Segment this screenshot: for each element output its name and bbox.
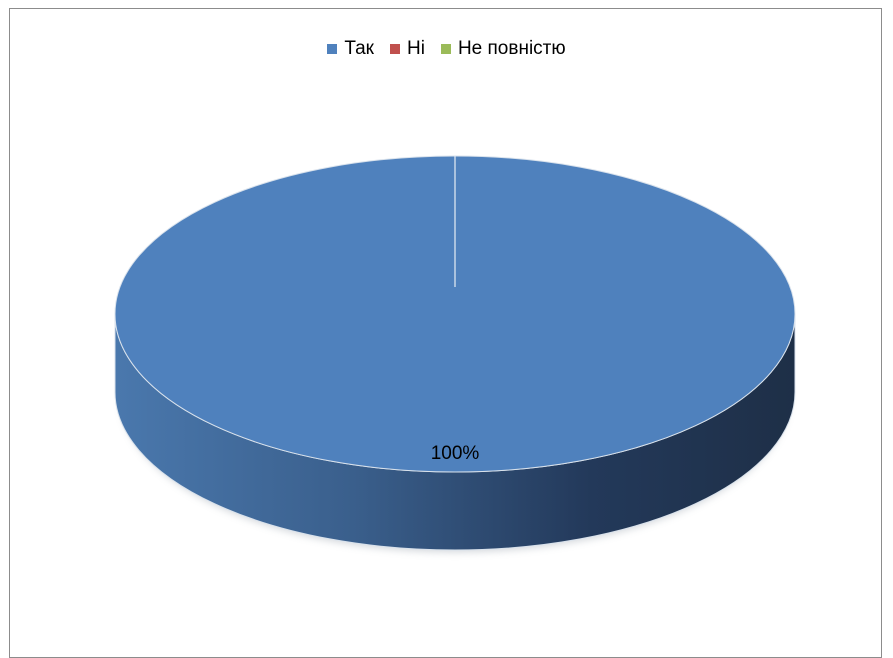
legend-item-ne-povnistyu: Не повністю — [440, 38, 566, 60]
legend-swatch-ni — [390, 44, 400, 54]
legend-swatch-tak — [327, 44, 338, 54]
legend-item-tak: Так — [327, 38, 374, 60]
legend-label-ni: Ні — [407, 38, 425, 59]
legend-item-ni: Ні — [390, 38, 425, 60]
legend-label-tak: Так — [344, 38, 374, 59]
legend-swatch-ne-povnistyu — [440, 44, 451, 54]
legend: Так Ні Не повністю — [0, 34, 893, 64]
data-label-tak: 100% — [431, 443, 480, 464]
legend-label-ne-povnistyu: Не повністю — [457, 38, 566, 59]
